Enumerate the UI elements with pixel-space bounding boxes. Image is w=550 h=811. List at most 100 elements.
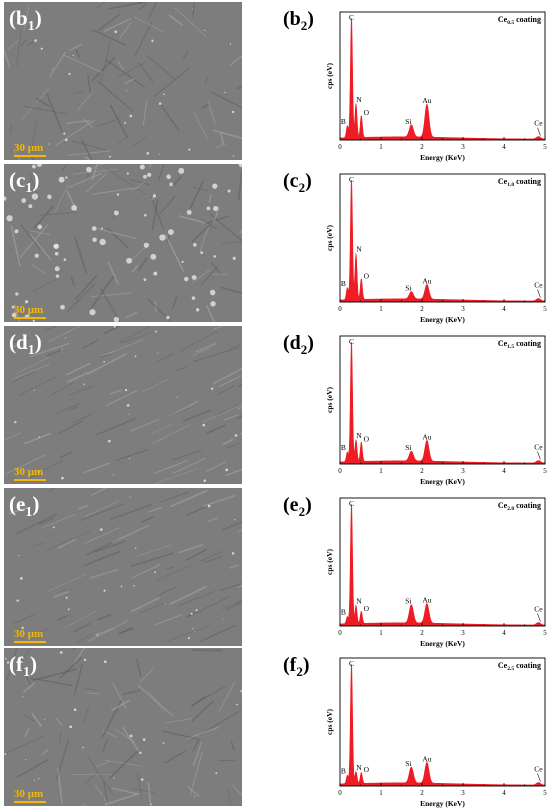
sem-particle — [59, 651, 63, 654]
sem-feature — [5, 735, 45, 754]
sem-particle — [64, 138, 68, 142]
sem-particle — [6, 661, 10, 664]
sem-feature — [201, 103, 210, 109]
sem-feature — [205, 304, 216, 322]
sem-feature — [5, 454, 46, 475]
sem-particle — [36, 164, 42, 167]
sem-feature — [219, 582, 242, 591]
sem-particle — [133, 585, 135, 587]
sem-feature — [229, 564, 240, 569]
sem-feature — [64, 613, 73, 617]
sem-feature — [107, 261, 120, 286]
sem-feature — [236, 85, 242, 90]
chart-title-element: Ce — [498, 501, 508, 510]
sem-particle — [188, 148, 191, 151]
sem-particle — [113, 316, 120, 322]
x-tick-label: 0 — [338, 305, 342, 313]
sem-feature — [109, 389, 123, 395]
sem-feature — [21, 87, 50, 120]
peak-label: O — [364, 434, 370, 443]
sem-particle — [193, 242, 197, 247]
sem-feature — [102, 326, 121, 335]
y-axis-label: cps (eV) — [325, 62, 334, 89]
scale-bar: 30 μm — [14, 788, 46, 803]
sem-panel-label: (c1) — [9, 168, 40, 197]
sem-particle — [164, 602, 166, 604]
sem-feature — [229, 343, 242, 349]
x-tick-label: 4 — [502, 143, 506, 151]
sem-feature — [22, 669, 32, 685]
sem-feature — [97, 80, 134, 112]
sem-feature — [72, 648, 76, 651]
sem-feature — [112, 683, 127, 710]
sem-particle — [47, 194, 52, 200]
sem-feature — [195, 342, 217, 353]
sem-particle — [206, 206, 211, 211]
sem-feature — [32, 668, 78, 682]
eds-panel-subscript: 2 — [298, 180, 306, 195]
sem-particle — [124, 388, 128, 392]
sem-feature — [187, 595, 231, 618]
sem-feature — [148, 506, 163, 513]
sem-particle — [55, 274, 60, 278]
sem-particle — [240, 690, 242, 693]
sem-feature — [137, 773, 143, 800]
sem-particle — [134, 355, 137, 358]
scale-bar-label: 30 μm — [14, 304, 44, 316]
chart-title-element: Ce — [498, 177, 508, 186]
sem-feature — [31, 712, 43, 728]
sem-feature — [10, 124, 13, 134]
peak-label: N — [356, 245, 362, 254]
sem-feature — [57, 538, 78, 549]
sem-feature — [66, 120, 91, 124]
sem-feature — [53, 590, 70, 598]
sem-feature — [157, 352, 175, 362]
peak-label: Ce — [534, 443, 543, 452]
sem-particle — [19, 576, 23, 580]
sem-feature — [125, 311, 138, 319]
sem-feature — [134, 21, 153, 57]
eds-panel-letter: b — [289, 8, 301, 30]
sem-image: (d1) 30 μm — [4, 326, 242, 484]
sem-particle — [191, 275, 197, 280]
sem-feature — [150, 196, 165, 231]
spectrum-area — [339, 503, 546, 627]
sem-particle — [195, 308, 200, 312]
sem-feature — [20, 224, 41, 251]
sem-feature — [200, 218, 217, 230]
sem-feature — [142, 101, 148, 126]
sem-particle — [213, 206, 219, 212]
sem-feature — [33, 204, 55, 230]
sem-feature — [186, 611, 195, 618]
sem-texture — [4, 164, 242, 322]
sem-particle — [167, 229, 174, 235]
sem-feature — [237, 584, 242, 589]
sem-feature — [112, 524, 150, 543]
x-tick-label: 5 — [543, 143, 547, 151]
sem-image: (f1) 30 μm — [4, 648, 242, 806]
sem-feature — [158, 164, 165, 181]
sem-feature — [136, 544, 172, 557]
sem-particle — [18, 555, 20, 557]
sem-feature — [58, 732, 62, 744]
spectrum-area — [339, 663, 546, 787]
sem-feature — [29, 342, 70, 358]
sem-particle — [159, 153, 161, 155]
peak-label: C — [349, 337, 354, 346]
sem-particle — [33, 389, 35, 391]
sem-particle — [232, 155, 235, 157]
sem-particle — [61, 348, 63, 350]
sem-panel-label: (d1) — [9, 330, 42, 359]
sem-particle — [150, 803, 152, 805]
sem-feature — [199, 710, 240, 736]
x-tick-label: 2 — [420, 629, 424, 637]
sem-feature — [55, 717, 63, 727]
sem-feature — [63, 610, 98, 629]
sem-particle — [178, 167, 185, 174]
sem-feature — [119, 21, 132, 39]
sem-panel-label: (b1) — [9, 6, 42, 35]
sem-feature — [153, 68, 190, 97]
sem-feature — [59, 656, 82, 679]
sem-particle — [86, 166, 92, 173]
peak-label: Au — [422, 595, 431, 604]
